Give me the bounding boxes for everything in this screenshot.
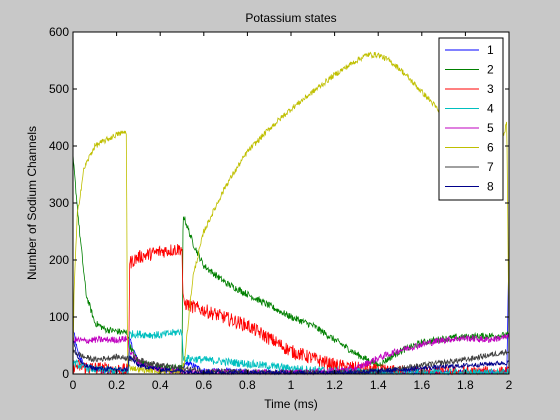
x-tick-label: 0.8 <box>239 378 256 392</box>
legend: 1 2 3 4 5 6 7 8 <box>438 37 504 201</box>
legend-label-3: 3 <box>487 82 494 96</box>
x-tick-label: 0.4 <box>152 378 169 392</box>
y-tick-label: 600 <box>49 25 69 39</box>
legend-box <box>438 37 504 201</box>
legend-label-5: 5 <box>487 121 494 135</box>
legend-label-2: 2 <box>487 63 494 77</box>
y-axis-label: Number of Sodium Channels <box>25 126 39 280</box>
y-tick-label: 400 <box>49 139 69 153</box>
x-axis: 0 0.2 0.4 0.6 0.8 1 1.2 1.4 1.6 1.8 2 <box>70 32 513 392</box>
series-line-6 <box>72 51 510 376</box>
series-line-4 <box>72 328 510 376</box>
x-tick-label: 1 <box>288 378 295 392</box>
x-tick-label: 1.8 <box>457 378 474 392</box>
y-axis: 0 100 200 300 400 500 600 <box>49 25 509 381</box>
chart-title: Potassium states <box>245 11 336 25</box>
x-tick-label: 0.6 <box>195 378 212 392</box>
x-tick-label: 2 <box>506 378 513 392</box>
legend-label-6: 6 <box>487 141 494 155</box>
x-axis-label: Time (ms) <box>264 397 318 411</box>
x-tick-label: 1.4 <box>370 378 387 392</box>
legend-label-7: 7 <box>487 160 494 174</box>
x-tick-label: 1.2 <box>326 378 343 392</box>
y-tick-label: 0 <box>62 367 69 381</box>
y-tick-label: 200 <box>49 253 69 267</box>
y-tick-label: 300 <box>49 196 69 210</box>
series-line-2 <box>72 154 510 372</box>
legend-label-8: 8 <box>487 180 494 194</box>
plot-area <box>73 32 509 374</box>
y-tick-label: 100 <box>49 310 69 324</box>
x-tick-label: 0.2 <box>108 378 125 392</box>
x-tick-label: 1.6 <box>413 378 430 392</box>
legend-label-1: 1 <box>487 43 494 57</box>
x-tick-label: 0 <box>70 378 77 392</box>
y-tick-label: 500 <box>49 82 69 96</box>
legend-label-4: 4 <box>487 102 494 116</box>
